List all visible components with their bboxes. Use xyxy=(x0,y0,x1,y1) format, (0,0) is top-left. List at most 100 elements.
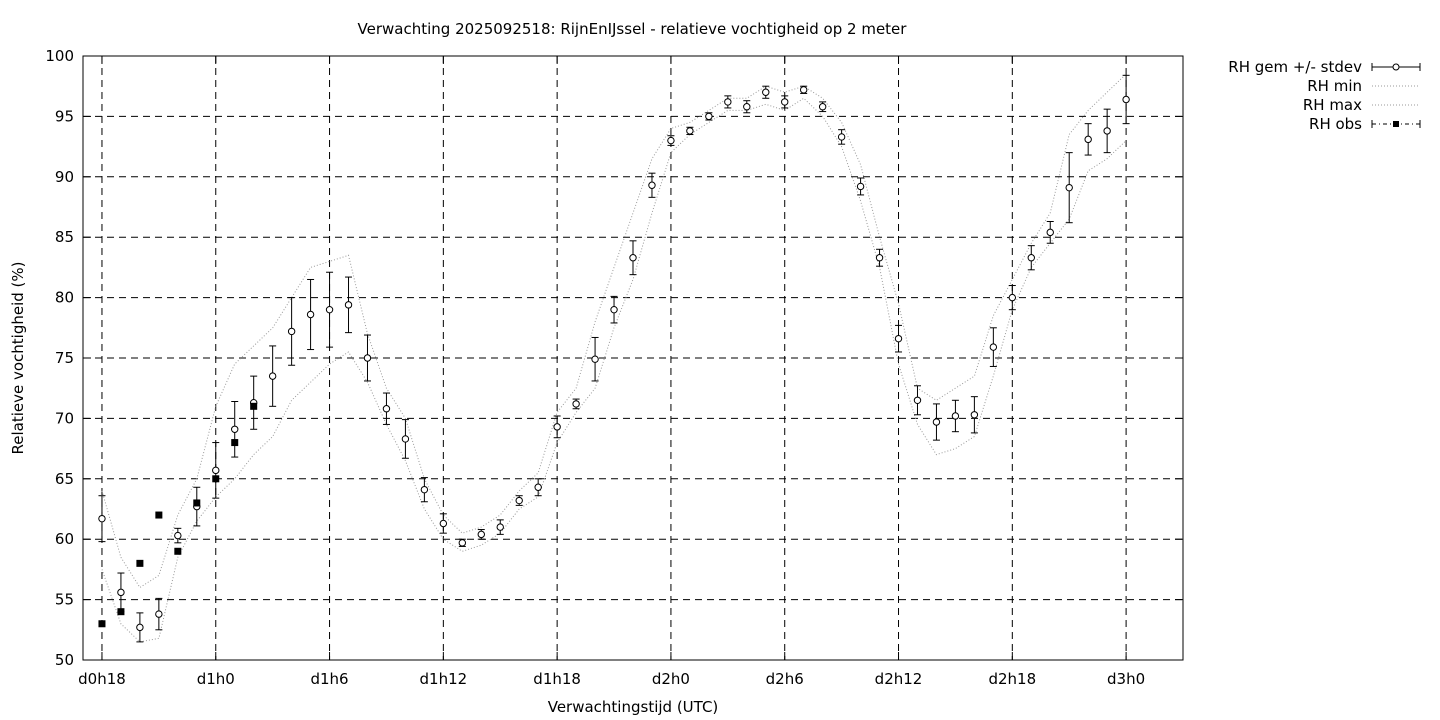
gridlines xyxy=(83,56,1183,660)
mean-marker xyxy=(231,425,239,433)
x-tick-label: d1h0 xyxy=(197,670,235,688)
rh-mean-point xyxy=(534,478,542,497)
x-tick-label: d2h6 xyxy=(766,670,804,688)
y-tick-label: 100 xyxy=(45,47,74,65)
mean-marker xyxy=(762,88,770,96)
rh-obs-point xyxy=(193,499,201,507)
rh-mean-point xyxy=(117,572,125,613)
rh-mean-point xyxy=(818,101,827,113)
mean-marker xyxy=(496,523,504,531)
mean-marker xyxy=(363,354,372,362)
rh-mean-point xyxy=(363,334,372,382)
mean-marker xyxy=(155,610,163,618)
rh-mean-point xyxy=(572,398,580,410)
mean-marker xyxy=(401,435,410,443)
legend-item: RH min xyxy=(1307,77,1420,95)
legend-label: RH gem +/- stdev xyxy=(1228,58,1362,76)
mean-marker xyxy=(951,412,960,420)
mean-marker xyxy=(894,334,903,343)
y-tick-label: 55 xyxy=(55,591,74,609)
mean-marker xyxy=(856,182,865,191)
mean-marker xyxy=(705,112,713,121)
mean-marker xyxy=(1065,183,1073,192)
rh-mean-point xyxy=(1046,220,1054,244)
mean-marker xyxy=(1103,127,1111,135)
rh-mean-point xyxy=(344,276,353,334)
rh-mean-point xyxy=(496,519,504,535)
mean-marker xyxy=(818,103,827,111)
rh-mean-point xyxy=(287,297,296,366)
rh-obs-point xyxy=(231,439,239,447)
rh-mean-point xyxy=(1008,285,1017,311)
rh-obs-point xyxy=(155,511,163,519)
legend-item: RH gem +/- stdev xyxy=(1228,58,1421,76)
rh-obs-point xyxy=(98,620,106,628)
rh-mean-point xyxy=(325,271,334,348)
x-tick-label: d1h12 xyxy=(420,670,468,688)
rh-mean-point xyxy=(762,85,770,99)
rh-min-line xyxy=(101,97,1127,643)
rh-obs-point xyxy=(174,547,182,555)
rh-mean-point xyxy=(420,477,429,503)
mean-marker xyxy=(837,133,846,141)
rh-mean-point xyxy=(951,399,960,433)
rh-mean-point xyxy=(667,135,675,146)
rh-mean-point xyxy=(174,527,182,544)
rh-mean-point xyxy=(875,248,884,267)
mean-marker xyxy=(534,483,542,491)
mean-marker xyxy=(591,355,599,363)
plot-frame xyxy=(82,55,1184,661)
mean-marker xyxy=(439,519,448,528)
mean-marker xyxy=(799,86,808,94)
mean-marker xyxy=(553,423,561,431)
rh-mean-point xyxy=(799,85,808,94)
rh-mean-point xyxy=(553,415,561,439)
mean-marker xyxy=(420,485,429,494)
mean-marker xyxy=(629,254,637,262)
rh-mean-point xyxy=(231,400,239,458)
rh-mean-point xyxy=(781,95,789,109)
x-tick-label: d3h0 xyxy=(1107,670,1145,688)
y-tick-label: 70 xyxy=(55,409,74,427)
rh-mean-point xyxy=(249,375,258,430)
y-axis-label: Relatieve vochtigheid (%) xyxy=(9,261,27,454)
rh-mean-point xyxy=(155,597,163,631)
rh-mean-point xyxy=(268,345,277,407)
rh-mean-point xyxy=(458,538,467,547)
mean-marker xyxy=(212,466,220,475)
rh-mean-point xyxy=(970,396,979,434)
mean-marker xyxy=(117,588,125,597)
x-tick-label: d1h6 xyxy=(310,670,348,688)
rh-mean-point xyxy=(193,486,201,527)
rh-mean-point xyxy=(913,385,922,416)
rh-mean-point xyxy=(439,513,448,534)
legend-label: RH obs xyxy=(1309,115,1362,133)
mean-marker xyxy=(686,127,694,135)
y-tick-label: 85 xyxy=(55,228,74,246)
mean-marker xyxy=(1084,135,1092,144)
rh-mean-point xyxy=(686,126,694,136)
x-tick-label: d2h18 xyxy=(988,670,1036,688)
mean-marker xyxy=(382,405,391,413)
rh-mean-point xyxy=(136,612,144,643)
mean-marker xyxy=(325,305,334,314)
chart-title: Verwachting 2025092518: RijnEnIJssel - r… xyxy=(358,20,908,38)
legend-item: RH max xyxy=(1303,96,1420,114)
x-tick-label: d2h0 xyxy=(652,670,690,688)
rh-mean-point xyxy=(610,295,618,324)
mean-marker xyxy=(1046,228,1054,237)
rh-mean-point xyxy=(1122,74,1130,125)
rh-mean-point xyxy=(1084,123,1092,156)
mean-marker xyxy=(98,514,106,523)
mean-marker xyxy=(287,327,296,336)
legend-swatch xyxy=(1392,63,1400,71)
mean-marker xyxy=(174,531,182,540)
mean-marker xyxy=(610,305,618,314)
mean-marker xyxy=(515,496,523,505)
mean-marker xyxy=(1027,254,1035,262)
mean-marker xyxy=(743,103,751,111)
y-tick-label: 80 xyxy=(55,289,74,307)
rh-obs-point xyxy=(117,608,125,616)
